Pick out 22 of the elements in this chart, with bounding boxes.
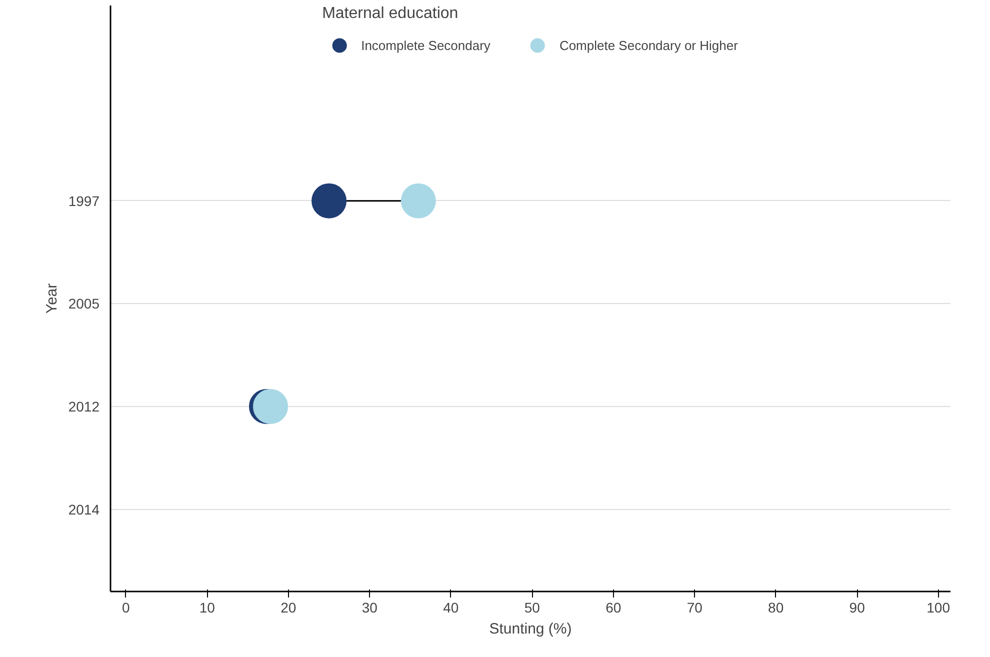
x-tick-label: 50	[524, 600, 540, 616]
x-tick-label: 30	[362, 600, 378, 616]
x-tick-label: 0	[122, 600, 130, 616]
y-tick-label: 2012	[68, 398, 100, 414]
x-tick-label: 10	[199, 600, 216, 616]
point	[400, 183, 436, 218]
x-axis-title: Stunting (%)	[489, 620, 572, 638]
x-tick-label: 100	[926, 600, 950, 616]
legend-label: Incomplete Secondary	[361, 38, 490, 52]
legend-label: Complete Secondary or Higher	[559, 38, 738, 52]
x-tick-label: 70	[686, 600, 703, 616]
y-axis-title: Year	[43, 283, 60, 314]
x-tick-label: 20	[280, 600, 296, 616]
x-tick-label: 90	[849, 600, 866, 616]
y-tick-label: 2014	[68, 501, 100, 518]
x-tick-label: 60	[606, 600, 622, 616]
point	[312, 183, 347, 218]
legend-title: Maternal education	[322, 5, 460, 23]
x-tick-label: 40	[443, 600, 459, 616]
x-tick-label: 80	[768, 600, 784, 616]
y-tick-label: 2005	[68, 296, 100, 312]
y-tick-label: 1997	[68, 192, 100, 209]
